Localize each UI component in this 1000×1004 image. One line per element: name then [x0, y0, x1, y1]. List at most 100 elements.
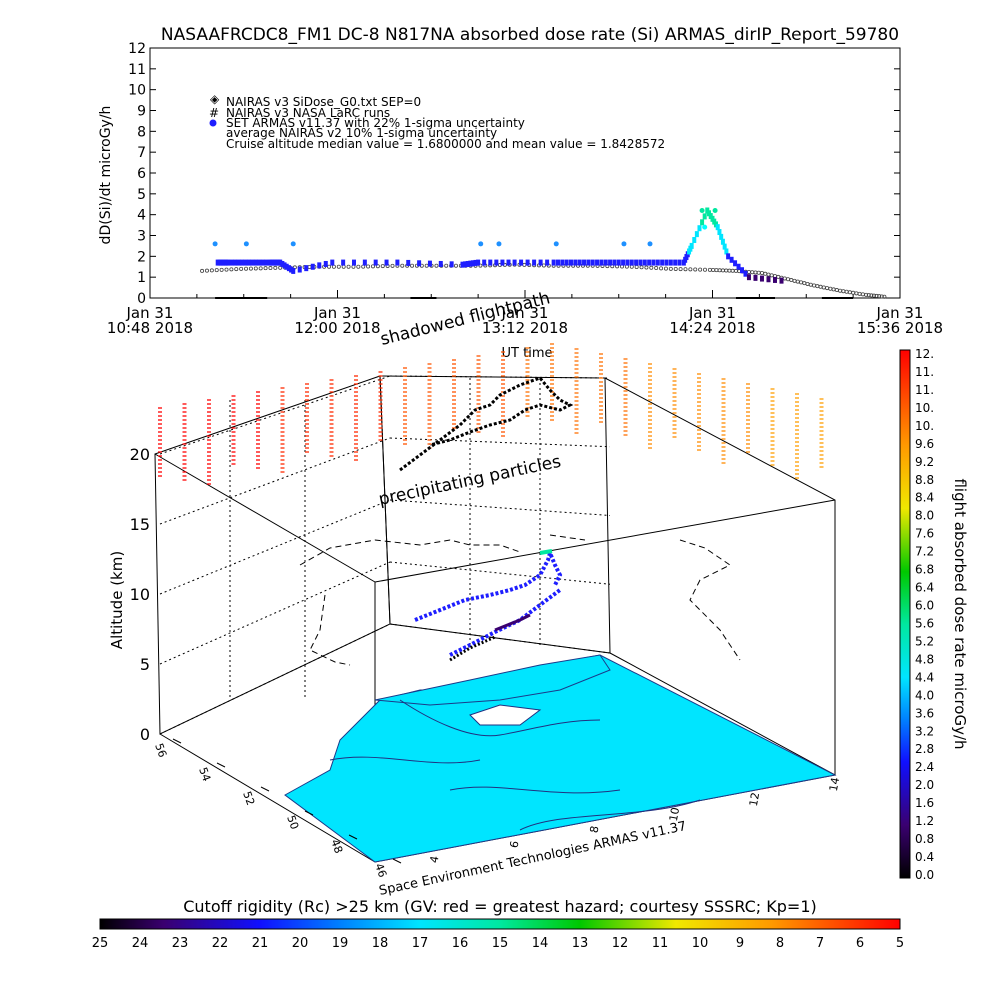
nairas-point [629, 264, 634, 269]
nairas-point [746, 269, 751, 274]
armas-point [330, 259, 335, 266]
dose-rate-tick-label: 11. [915, 365, 934, 379]
nairas-point [874, 293, 879, 298]
nairas-point [720, 268, 725, 273]
legend-entry-3: average NAIRAS v2 10% 1-sigma uncertaint… [226, 126, 497, 140]
nairas-point [802, 281, 807, 286]
page-title: NASAAFRCDC8_FM1 DC-8 N817NA absorbed dos… [161, 25, 899, 45]
nairas-point [711, 268, 716, 273]
nairas-point [659, 266, 664, 271]
armas-point [625, 259, 630, 266]
nairas-point [792, 278, 797, 283]
altitude-tick-label: 20 [130, 445, 150, 464]
nairas-point [278, 265, 283, 270]
cutoff-rigidity-tick-label: 14 [532, 936, 549, 951]
armas-point [621, 259, 626, 266]
altitude-gridline-back [389, 437, 611, 448]
armas-point [351, 259, 356, 266]
cutoff-rigidity-ticks: 25 24 23 22 21 20 19 18 17 16 15 14 13 12 11 10 9 8 7 6 5 [92, 936, 904, 951]
longitude-tick-label: 10 [667, 806, 682, 822]
nairas-point [219, 267, 224, 272]
legend-marker-hash: # [209, 106, 219, 120]
nairas-point [769, 273, 774, 278]
altitude-tick-label: 15 [130, 515, 150, 534]
dose-rate-tick-label: 2.0 [915, 778, 934, 792]
armas-point [229, 259, 234, 266]
altitude-gridline-back [389, 561, 611, 585]
armas-point [603, 259, 608, 266]
armas-point [577, 259, 582, 266]
top-x-tick-day: Jan 31 [876, 304, 924, 322]
nairas-point [366, 264, 371, 269]
dose-rate-tick-label: 12. [915, 347, 934, 361]
cutoff-rigidity-tick-label: 19 [332, 936, 349, 951]
nairas-point [688, 267, 693, 272]
armas-point [573, 259, 578, 266]
dose-rate-tick-label: 4.4 [915, 670, 934, 684]
top-x-tick-day: Jan 31 [313, 304, 361, 322]
nairas-point [879, 294, 884, 299]
armas-point [616, 259, 621, 266]
map-land-north [374, 654, 611, 706]
cutoff-rigidity-columns [158, 343, 824, 485]
armas-point [715, 224, 720, 231]
nairas-point [375, 264, 380, 269]
top-x-tick-day: Jan 31 [126, 304, 174, 322]
armas-point [260, 259, 265, 266]
armas-point [689, 242, 694, 249]
armas-point [278, 259, 283, 266]
dose-rate-tick-label: 3.2 [915, 724, 934, 738]
nairas-point [209, 268, 214, 273]
dose-rate-tick-label: 6.0 [915, 599, 934, 613]
armas-point [532, 259, 537, 266]
dose-rate-tick-label: 3.6 [915, 706, 934, 720]
map-sea [469, 704, 542, 726]
armas-point [468, 260, 473, 267]
armas-point [236, 259, 241, 266]
armas-point [525, 259, 530, 266]
nairas-point [244, 266, 249, 271]
armas-point [545, 259, 550, 266]
nairas-point [750, 270, 755, 275]
altitude-tick-label: 5 [140, 655, 150, 674]
armas-point [323, 260, 328, 267]
nairas-point [541, 263, 546, 268]
dose-rate-colorbar-ticks: 12. 11. 11. 10. 10. 9.6 9.2 8.8 8.4 8.0 7.6 7.2 6.8 6… [915, 347, 934, 882]
nairas-point [410, 263, 415, 268]
nairas-point [234, 267, 239, 272]
armas-point [660, 259, 665, 266]
shadowed-flightpath [399, 376, 574, 472]
armas-point [341, 259, 346, 266]
top-x-tick-time: 12:00 2018 [294, 319, 380, 337]
nairas-point [453, 263, 458, 268]
dose-rate-tick-label: 8.0 [915, 509, 934, 523]
nairas-point [730, 268, 735, 273]
dose-rate-tick-label: 2.4 [915, 760, 934, 774]
latitude-ticks: 56 54 52 50 48 46 [152, 738, 402, 880]
armas-point [722, 243, 727, 250]
top-y-tick-label: 7 [137, 145, 146, 161]
altitude-gridline-left [159, 499, 391, 595]
nairas-point [239, 266, 244, 271]
dose-rate-colorbar-gradient [899, 349, 911, 879]
armas-point [253, 259, 258, 266]
nairas-point [649, 265, 654, 270]
flight-track-peak [539, 549, 553, 555]
nairas-point [707, 267, 712, 272]
latitude-tick-label: 46 [372, 862, 389, 880]
legend-entry-1: NAIRAS v3 NASA LaRC runs [226, 106, 390, 120]
shadow-outline [299, 534, 741, 666]
nairas-point [639, 265, 644, 270]
top-x-axis-label: UT time [502, 346, 553, 361]
dose-rate-colorbar: 12. 11. 11. 10. 10. 9.6 9.2 8.8 8.4 8.0 7.6 7.2 6.8 6… [899, 347, 969, 882]
armas-point [694, 231, 699, 238]
top-x-tick-time: 14:24 2018 [669, 319, 755, 337]
nairas-point [673, 266, 678, 271]
armas-point [473, 259, 478, 266]
latitude-tick [304, 810, 314, 816]
nairas-point [380, 264, 385, 269]
nairas-point [263, 266, 268, 271]
armas-point [746, 274, 751, 281]
armas-point [647, 259, 652, 266]
